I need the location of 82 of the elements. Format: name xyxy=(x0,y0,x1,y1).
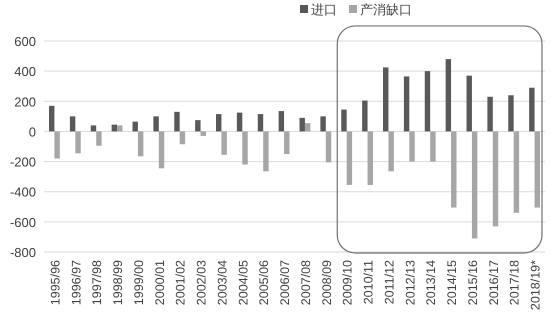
bar xyxy=(180,131,186,144)
bar xyxy=(388,131,394,172)
bar xyxy=(487,96,493,132)
bar xyxy=(300,118,305,132)
bar xyxy=(529,88,535,132)
x-tick-label: 2009/10 xyxy=(340,260,355,306)
bar xyxy=(466,76,472,132)
bar xyxy=(368,131,373,185)
bar xyxy=(221,131,227,155)
y-tick-label: -800 xyxy=(10,245,36,260)
bar xyxy=(153,116,159,132)
bar xyxy=(158,131,164,168)
bar xyxy=(404,76,410,132)
bar xyxy=(320,116,326,132)
x-tick-label: 2001/02 xyxy=(174,260,188,306)
bar xyxy=(132,122,138,132)
legend-label: 进口 xyxy=(311,2,337,17)
bar xyxy=(430,131,436,162)
x-tick-label: 2002/03 xyxy=(194,260,209,306)
x-tick-label: 2017/18 xyxy=(508,260,522,306)
y-tick-label: 400 xyxy=(14,64,36,80)
bar xyxy=(117,125,122,132)
bar xyxy=(451,131,456,208)
x-tick-label: 2008/09 xyxy=(320,260,334,306)
bar xyxy=(492,131,498,226)
x-tick-label: 1996/97 xyxy=(69,260,84,306)
bar xyxy=(263,131,269,172)
bar xyxy=(362,100,368,132)
bar xyxy=(326,131,332,162)
bar xyxy=(90,125,96,132)
bar xyxy=(96,131,102,146)
bar xyxy=(195,120,201,132)
x-tick-label: 1999/00 xyxy=(132,260,146,306)
bar xyxy=(304,123,310,132)
bar xyxy=(284,131,290,154)
bar xyxy=(200,131,206,136)
bar xyxy=(174,112,180,132)
x-tick-label: 2006/07 xyxy=(278,260,292,306)
bar xyxy=(514,131,520,213)
y-tick-label: -400 xyxy=(10,184,36,200)
x-tick-label: 2004/05 xyxy=(236,260,250,306)
x-tick-label: 2016/17 xyxy=(486,260,501,306)
bar xyxy=(424,71,430,132)
x-tick-label: 2003/04 xyxy=(215,260,230,306)
y-tick-label: 0 xyxy=(28,124,36,140)
y-tick-label: -600 xyxy=(10,214,36,230)
x-tick-label: 1998/99 xyxy=(111,260,126,306)
bar xyxy=(70,116,76,132)
bar xyxy=(409,131,415,162)
legend-label: 产消缺口 xyxy=(360,2,412,17)
bar xyxy=(534,131,540,208)
x-tick-label: 2015/16 xyxy=(466,260,480,306)
x-tick-label: 2005/06 xyxy=(257,260,272,306)
y-tick-label: 600 xyxy=(14,34,36,49)
x-tick-label: 2014/15 xyxy=(445,260,460,306)
x-tick-label: 2012/13 xyxy=(403,260,418,306)
bar xyxy=(216,114,222,132)
bar xyxy=(508,95,514,132)
x-tick-label: 2000/01 xyxy=(152,260,167,306)
bar xyxy=(49,106,54,132)
x-tick-label: 1997/98 xyxy=(90,260,104,306)
y-tick-label: 200 xyxy=(14,94,36,110)
bar xyxy=(446,59,452,132)
bar xyxy=(54,131,60,159)
bar xyxy=(341,110,347,132)
bar xyxy=(75,131,81,154)
y-tick-label: -200 xyxy=(10,154,36,170)
x-tick-label: 2013/14 xyxy=(424,260,438,306)
bar xyxy=(383,67,388,132)
bar xyxy=(258,114,264,132)
bar xyxy=(236,112,242,132)
bar xyxy=(346,131,352,185)
bar xyxy=(242,131,248,165)
x-tick-label: 2011/12 xyxy=(382,260,396,304)
bar xyxy=(138,131,144,156)
bar xyxy=(112,124,118,132)
x-tick-label: 2007/08 xyxy=(298,260,313,306)
bar xyxy=(472,131,478,238)
x-tick-label: 1995/96 xyxy=(48,260,62,306)
x-tick-label: 2010/11 xyxy=(362,260,376,304)
x-tick-label: 2018/19* xyxy=(528,260,543,310)
bar xyxy=(278,111,284,132)
